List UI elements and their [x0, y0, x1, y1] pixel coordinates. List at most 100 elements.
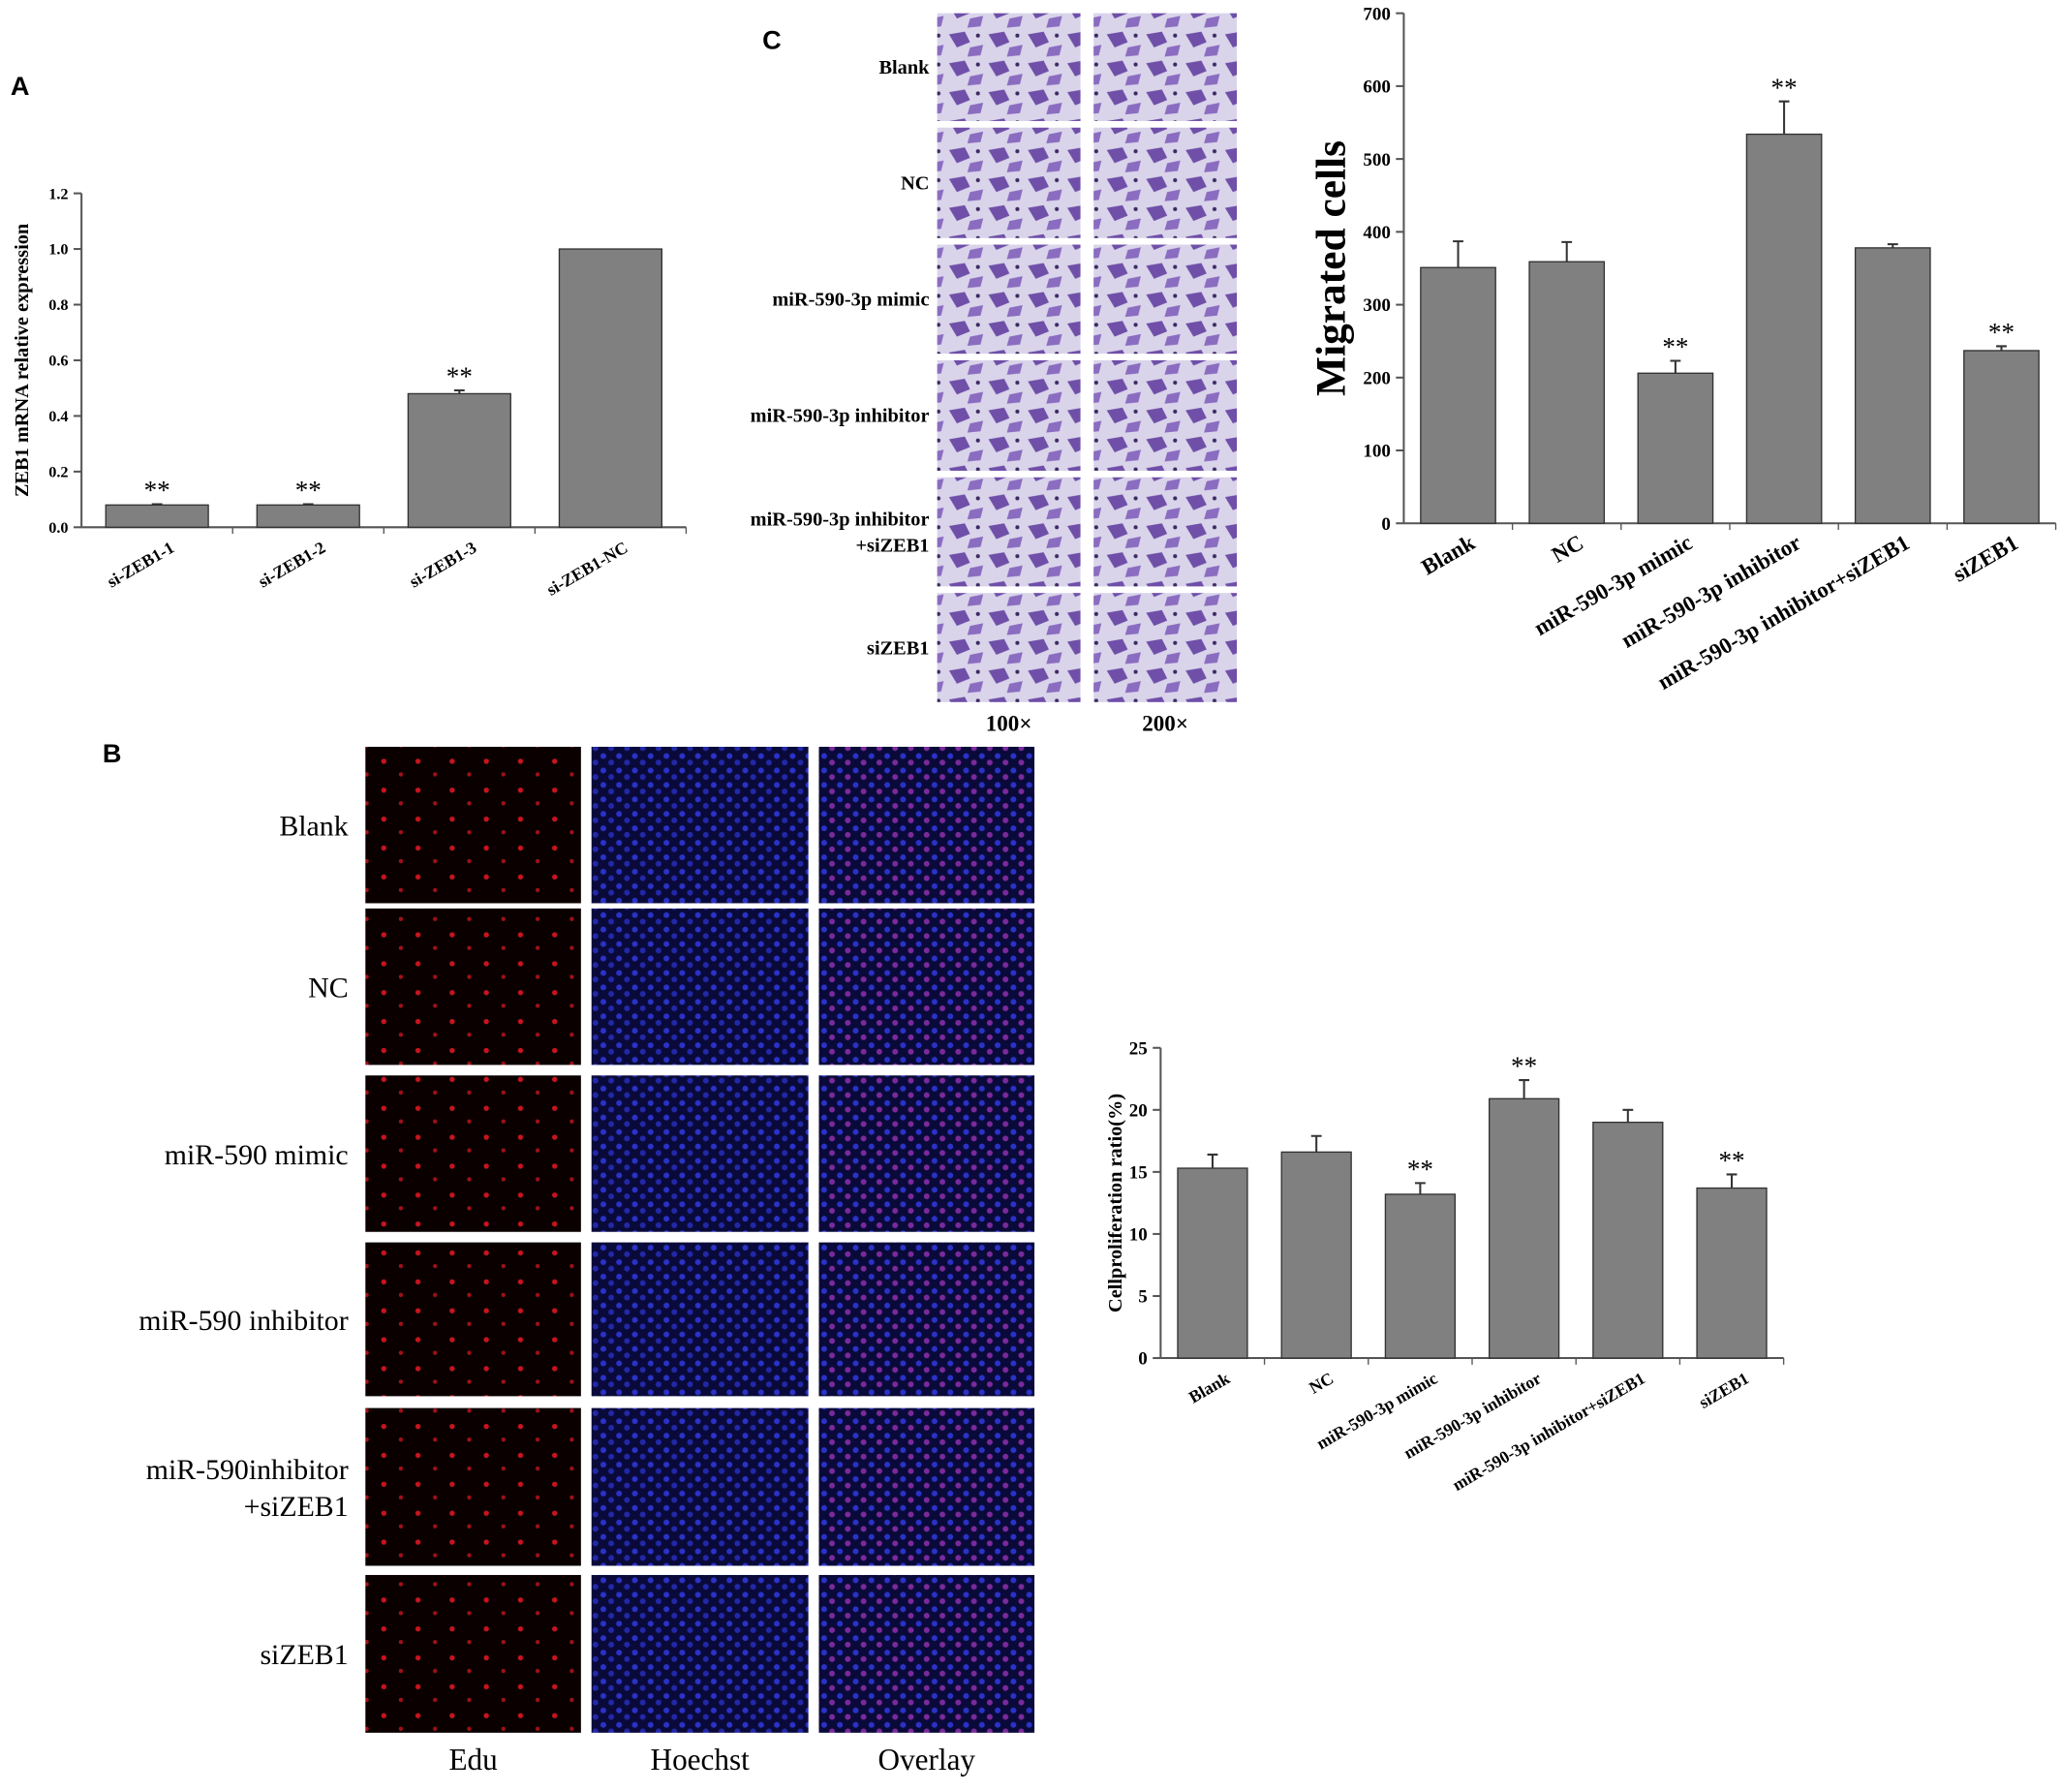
row-label: Blank [279, 811, 348, 843]
y-axis-title: ZEB1 mRNA relative expression [12, 224, 33, 497]
panel-label: A [11, 71, 30, 101]
y-tick-label: 0.2 [48, 463, 68, 481]
y-tick-label: 400 [1363, 223, 1391, 243]
error-bar [1670, 359, 1681, 374]
bar [1488, 1097, 1560, 1359]
error-bar [1726, 1173, 1738, 1189]
y-tick-label: 1.0 [48, 240, 68, 259]
significance-label: ** [144, 476, 170, 505]
micrograph [818, 746, 1035, 904]
y-tick-label: 0.6 [48, 352, 68, 370]
column-label: Hoechst [651, 1743, 751, 1777]
bar [1745, 133, 1823, 524]
error-bar [1519, 1079, 1530, 1099]
y-tick-label: 15 [1129, 1163, 1148, 1184]
significance-label: ** [1771, 73, 1798, 102]
error-bar [1207, 1153, 1218, 1169]
micrograph [818, 1242, 1035, 1397]
micrograph [365, 1574, 581, 1733]
bar [1963, 350, 2040, 524]
bar [105, 504, 209, 529]
y-tick-label: 25 [1129, 1038, 1148, 1059]
y-tick-label: 0.0 [48, 518, 68, 537]
row-label: miR-590 inhibitor [138, 1305, 348, 1337]
micrograph [591, 1574, 809, 1733]
x-tick-label: miR-590-3p inhibitor+siZEB1 [1449, 1369, 1648, 1495]
y-tick-label: 200 [1363, 368, 1391, 388]
y-tick-label: 600 [1363, 77, 1391, 98]
significance-label: ** [1988, 318, 2015, 347]
bar [1637, 372, 1714, 524]
micrograph [591, 1242, 809, 1397]
y-tick-label: 700 [1363, 4, 1391, 24]
y-tick-label: 0.8 [48, 295, 68, 314]
significance-label: ** [1407, 1155, 1433, 1184]
significance-label: ** [1662, 332, 1688, 361]
bar [1177, 1167, 1248, 1359]
error-bar [1887, 243, 1898, 248]
x-tick-label: siZEB1 [1696, 1369, 1752, 1412]
panel-label: B [103, 738, 122, 768]
x-tick-label: Blank [1417, 529, 1479, 579]
row-label: siZEB1 [867, 637, 929, 659]
micrograph [1093, 359, 1238, 471]
row-label: Blank [878, 57, 930, 78]
significance-label: ** [446, 362, 473, 391]
error-bar [1622, 1108, 1634, 1123]
significance-label: ** [1718, 1146, 1744, 1175]
micrograph [591, 1075, 809, 1232]
column-label: Edu [448, 1743, 498, 1777]
column-label: 100× [986, 711, 1032, 736]
micrograph [937, 127, 1081, 238]
bar [1854, 247, 1931, 524]
x-tick-label: Blank [1185, 1369, 1233, 1407]
micrograph [818, 1574, 1035, 1733]
row-label: miR-590-3p mimic [772, 290, 929, 311]
micrograph [937, 359, 1081, 471]
bar [1592, 1121, 1664, 1359]
y-axis-title: Migrated cells [1308, 140, 1355, 396]
error-bar [1561, 240, 1573, 263]
bar [1696, 1187, 1768, 1359]
micrograph [591, 746, 809, 904]
micrograph [1093, 593, 1238, 702]
x-tick-label: si-ZEB1-3 [406, 538, 479, 592]
y-tick-label: 300 [1363, 295, 1391, 316]
x-tick-label: si-ZEB1-1 [104, 538, 177, 592]
significance-label: ** [1511, 1052, 1537, 1081]
bar [1384, 1193, 1457, 1359]
x-tick-label: si-ZEB1-NC [543, 538, 631, 600]
row-label: NC [901, 173, 929, 195]
row-label: miR-590-3p inhibitor [751, 406, 930, 427]
y-tick-label: 1.2 [48, 184, 68, 202]
y-tick-label: 10 [1129, 1225, 1148, 1246]
row-label: miR-590 mimic [165, 1139, 349, 1171]
significance-label: ** [295, 476, 322, 505]
micrograph [591, 1407, 809, 1566]
error-bar [1778, 100, 1790, 135]
error-bar [1996, 345, 2007, 351]
micrograph [818, 1407, 1035, 1566]
row-label: +siZEB1 [855, 535, 929, 556]
y-tick-label: 5 [1138, 1287, 1148, 1308]
micrograph [591, 908, 809, 1066]
micrograph [365, 746, 581, 904]
micrograph [365, 1242, 581, 1397]
x-tick-label: siZEB1 [1949, 529, 2022, 586]
x-tick-label: si-ZEB1-2 [255, 538, 328, 592]
micrograph [1093, 13, 1238, 121]
micrograph [818, 908, 1035, 1066]
micrograph [365, 1075, 581, 1232]
x-tick-label: miR-590-3p inhibitor [1616, 529, 1804, 652]
y-tick-label: 0 [1138, 1349, 1148, 1370]
micrograph [365, 1407, 581, 1566]
error-bar [1414, 1182, 1426, 1194]
y-tick-label: 20 [1129, 1100, 1148, 1121]
x-tick-label: NC [1547, 529, 1587, 567]
error-bar [1310, 1134, 1322, 1153]
micrograph [937, 13, 1081, 121]
micrograph [818, 1075, 1035, 1232]
micrograph [365, 908, 581, 1066]
micrograph [937, 593, 1081, 702]
